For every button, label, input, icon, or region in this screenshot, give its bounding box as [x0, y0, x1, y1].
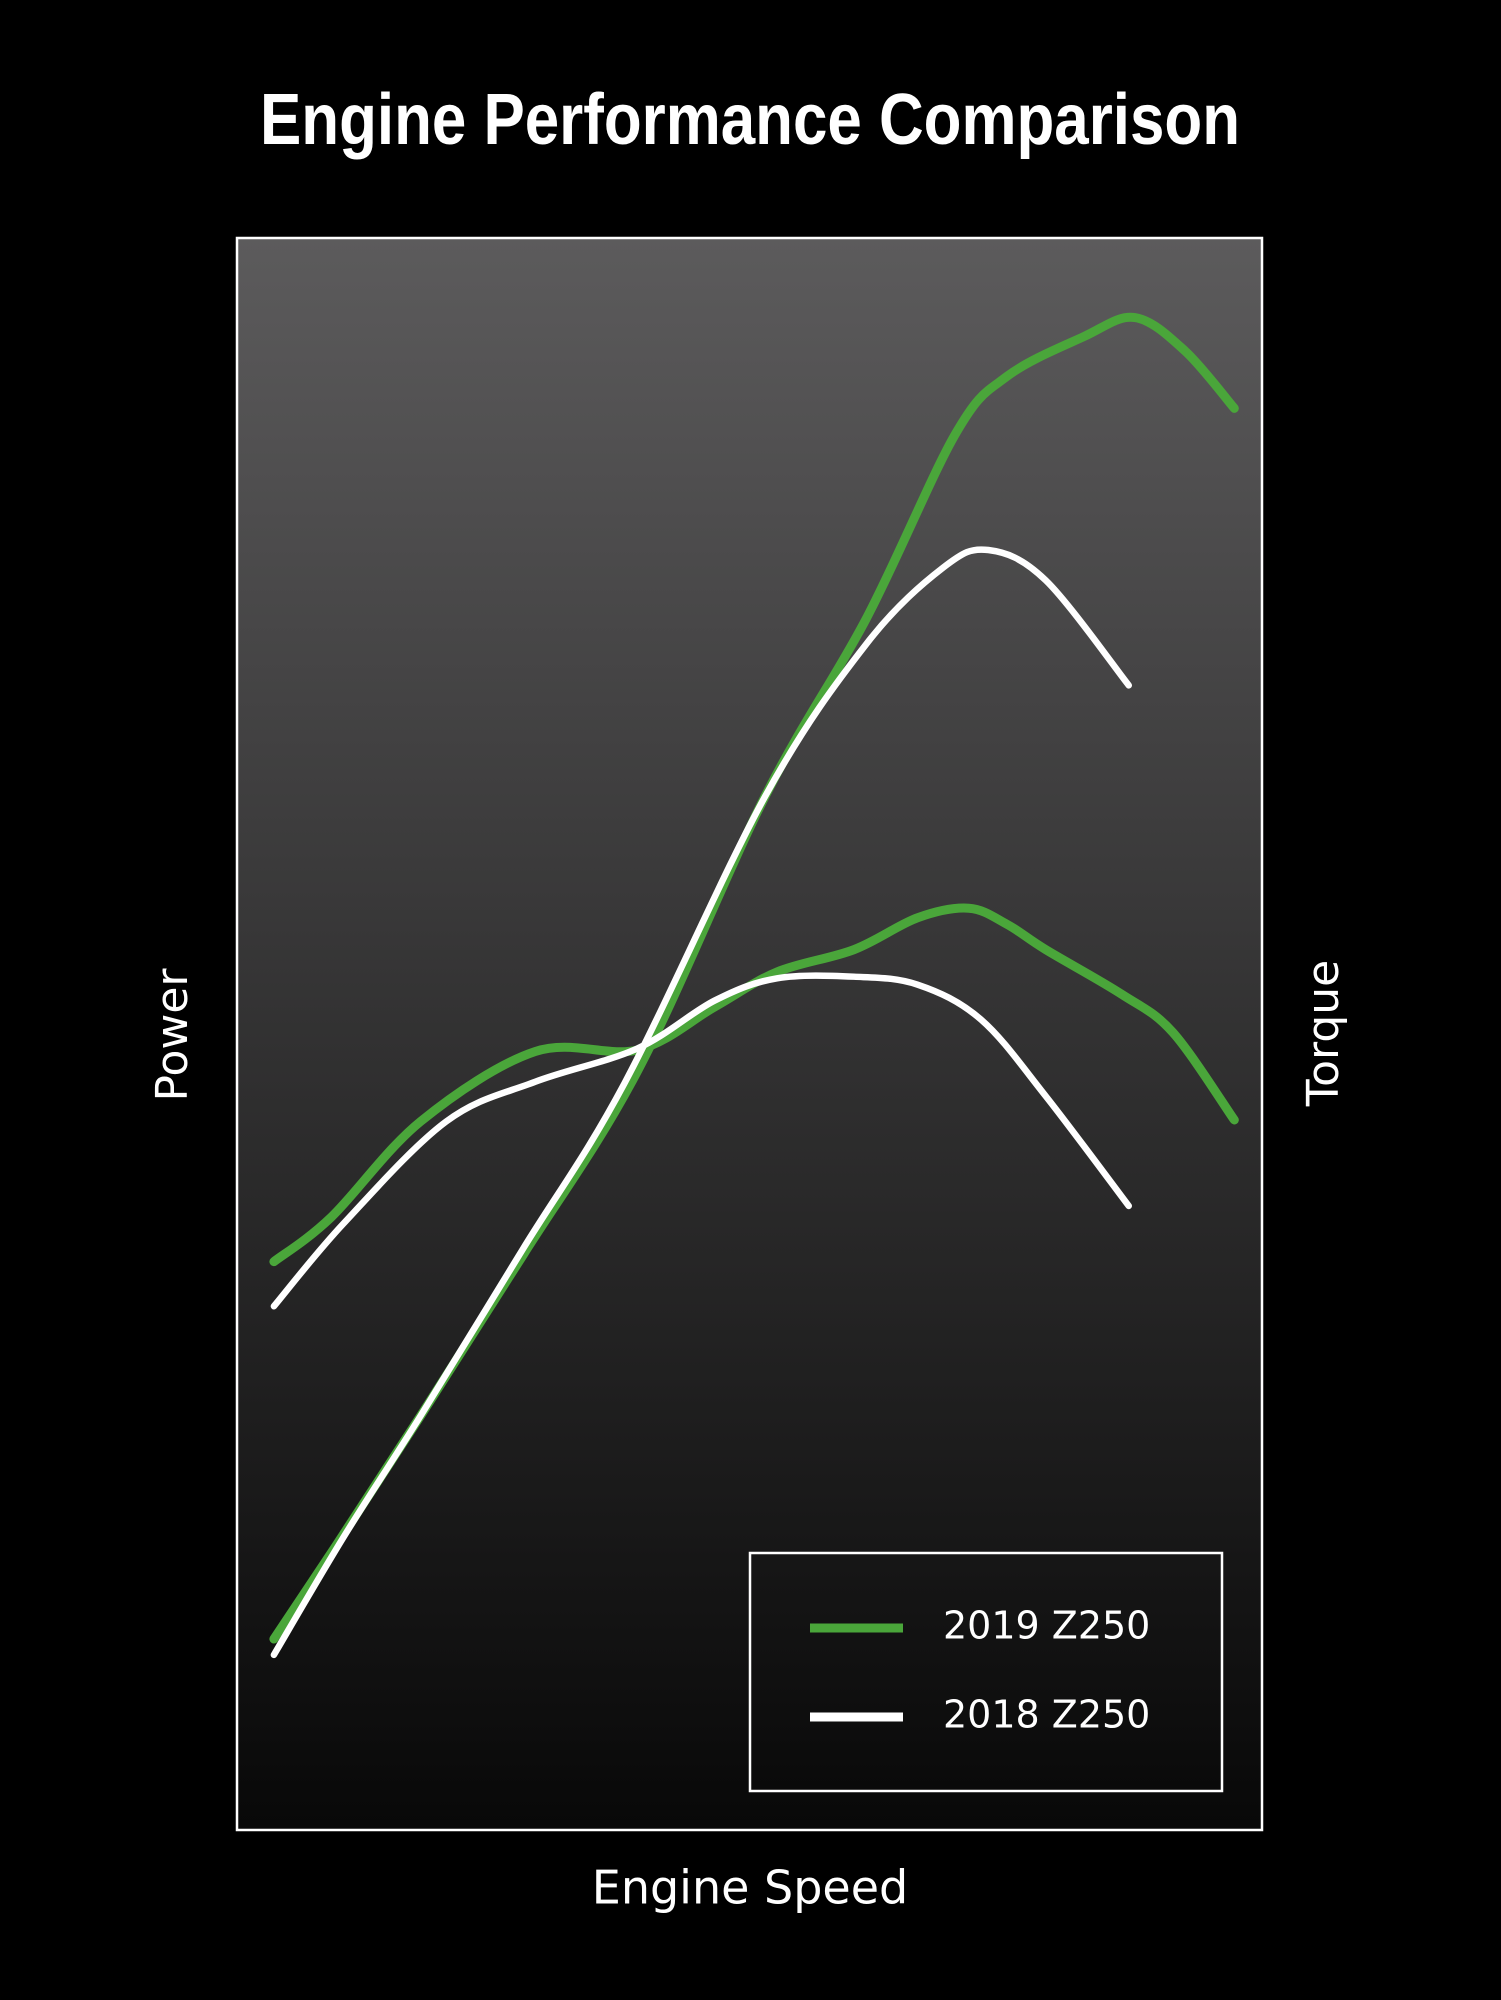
legend: 2019 Z250 2018 Z250 [810, 1604, 1150, 1737]
chart-title: Engine Performance Comparison [260, 80, 1240, 160]
y-axis-label: Power [147, 968, 198, 1102]
x-axis-label: Engine Speed [592, 1861, 908, 1915]
line [270, 972, 1132, 1310]
line [269, 903, 1239, 1267]
y2-axis-label: Torque [1298, 960, 1349, 1108]
legend-label: 2018 Z250 [943, 1693, 1150, 1737]
legend-label: 2019 Z250 [943, 1604, 1150, 1648]
line [270, 546, 1132, 1659]
lines [269, 312, 1239, 1659]
legend-box [748, 1551, 1224, 1793]
